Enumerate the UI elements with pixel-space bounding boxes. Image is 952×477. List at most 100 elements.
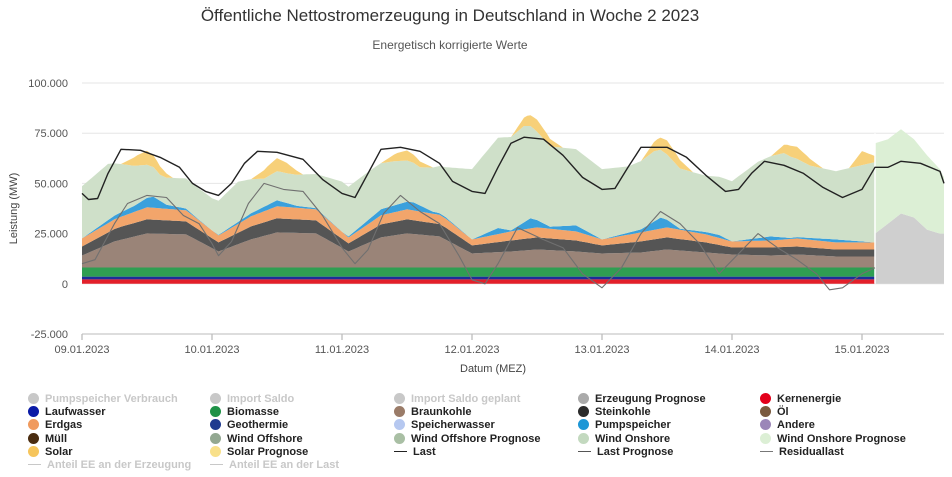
x-tick-label: 13.01.2023 — [574, 344, 629, 356]
legend-item[interactable]: Speicherwasser — [394, 419, 495, 432]
legend-label: Müll — [45, 432, 67, 445]
legend-line-icon — [28, 464, 41, 465]
legend-dot-icon — [394, 393, 405, 404]
legend-item[interactable]: Import Saldo geplant — [394, 393, 520, 406]
legend-dot-icon — [394, 432, 405, 444]
legend-item[interactable]: Biomasse — [210, 406, 279, 419]
legend-item[interactable]: Import Saldo — [210, 393, 294, 406]
legend-item[interactable]: Solar — [28, 445, 73, 459]
legend-item[interactable]: Last — [394, 446, 436, 459]
legend-label: Solar Prognose — [227, 445, 309, 458]
legend-item[interactable]: Anteil EE an der Erzeugung — [28, 459, 191, 472]
y-tick-label: 100.000 — [28, 78, 68, 90]
legend-label: Anteil EE an der Erzeugung — [47, 459, 192, 471]
legend-label: Pumpspeicher Verbrauch — [45, 393, 178, 405]
legend-item[interactable]: Pumpspeicher Verbrauch — [28, 393, 178, 406]
legend-label: Braunkohle — [411, 406, 472, 419]
x-tick-label: 12.01.2023 — [444, 344, 499, 356]
legend-item[interactable]: Laufwasser — [28, 406, 106, 419]
area-steinkohle — [82, 218, 875, 257]
legend-dot-icon — [28, 432, 39, 444]
legend-dot-icon — [578, 419, 589, 431]
legend-item[interactable]: Residuallast — [760, 446, 844, 459]
legend-label: Wind Onshore Prognose — [777, 432, 906, 445]
y-axis-title: Leistung (MW) — [8, 173, 20, 245]
legend-item[interactable]: Wind Offshore Prognose — [394, 432, 541, 446]
legend-item[interactable]: Öl — [760, 406, 789, 419]
area-erdgas — [82, 206, 875, 250]
y-tick-label: 50.000 — [34, 178, 68, 190]
area-biomasse — [82, 267, 875, 277]
legend-item[interactable]: Wind Offshore — [210, 432, 303, 446]
legend-dot-icon — [578, 432, 589, 444]
x-tick-label: 10.01.2023 — [184, 344, 239, 356]
y-tick-label: 0 — [62, 279, 68, 291]
legend-dot-icon — [760, 406, 771, 418]
legend-dot-icon — [210, 419, 221, 431]
legend-item[interactable]: Last Prognose — [578, 446, 673, 459]
legend-dot-icon — [760, 393, 771, 404]
legend-label: Geothermie — [227, 419, 289, 432]
legend-item[interactable]: Müll — [28, 432, 67, 446]
legend-label: Kernenergie — [777, 393, 842, 405]
area-braunkohle — [82, 232, 875, 268]
area-wind_onshore — [82, 126, 875, 243]
x-tick-label: 15.01.2023 — [834, 344, 889, 356]
legend-item[interactable]: Pumpspeicher — [578, 419, 671, 432]
legend-label: Import Saldo — [227, 393, 295, 405]
legend-label: Solar — [45, 445, 73, 458]
legend-label: Wind Offshore Prognose — [411, 432, 541, 445]
legend-label: Wind Offshore — [227, 432, 303, 445]
area-prognose_gray — [875, 213, 944, 284]
area-prognose_wind — [875, 129, 944, 234]
legend-label: Öl — [777, 406, 789, 419]
line-residuallast — [81, 182, 876, 291]
legend-dot-icon — [578, 393, 589, 404]
legend-item[interactable]: Braunkohle — [394, 406, 472, 419]
x-axis-title: Datum (MEZ) — [460, 363, 526, 375]
legend-label: Wind Onshore — [595, 432, 671, 445]
legend-dot-icon — [210, 432, 221, 444]
legend-item[interactable]: Erdgas — [28, 419, 82, 432]
legend-item[interactable]: Wind Onshore Prognose — [760, 432, 906, 446]
legend-label: Speicherwasser — [411, 419, 495, 432]
legend-label: Last — [413, 445, 436, 458]
legend-item[interactable]: Geothermie — [210, 419, 288, 432]
legend-label: Laufwasser — [45, 406, 106, 419]
area-laufwasser — [82, 276, 875, 280]
x-tick-label: 14.01.2023 — [704, 344, 759, 356]
legend-dot-icon — [760, 432, 771, 444]
area-pumpspeicher — [82, 196, 875, 243]
legend-dot-icon — [210, 406, 221, 418]
legend-line-icon — [210, 464, 223, 465]
legend-label: Biomasse — [227, 406, 279, 419]
legend-label: Andere — [777, 419, 815, 432]
legend-dot-icon — [394, 419, 405, 431]
legend-dot-icon — [210, 445, 221, 457]
legend-item[interactable]: Solar Prognose — [210, 445, 309, 459]
legend-dot-icon — [394, 406, 405, 418]
legend-label: Pumpspeicher — [595, 419, 671, 432]
chart-title: Öffentliche Nettostromerzeugung in Deuts… — [200, 6, 700, 25]
legend-item[interactable]: Erzeugung Prognose — [578, 393, 706, 406]
x-tick-label: 11.01.2023 — [315, 344, 369, 356]
y-tick-label: -25.000 — [31, 329, 68, 341]
legend-label: Erzeugung Prognose — [595, 393, 706, 405]
legend-label: Residuallast — [779, 445, 844, 458]
legend-dot-icon — [578, 406, 589, 418]
legend-dot-icon — [28, 419, 39, 431]
legend-dot-icon — [210, 393, 221, 404]
legend-item[interactable]: Steinkohle — [578, 406, 651, 419]
legend-dot-icon — [28, 406, 39, 418]
legend-item[interactable]: Wind Onshore — [578, 432, 671, 446]
legend-item[interactable]: Anteil EE an der Last — [210, 459, 339, 472]
legend-dot-icon — [28, 445, 39, 457]
chart-subtitle: Energetisch korrigierte Werte — [372, 38, 528, 52]
chart-plot: -25.000 0 25.000 50.000 75.000 100.000 09.01.2… — [8, 78, 945, 375]
y-tick-label: 25.000 — [34, 229, 68, 241]
legend-item[interactable]: Kernenergie — [760, 393, 841, 406]
legend-item[interactable]: Andere — [760, 419, 815, 432]
x-tick-label: 09.01.2023 — [54, 344, 109, 356]
y-tick-label: 75.000 — [34, 128, 68, 140]
legend-label: Erdgas — [45, 419, 83, 432]
